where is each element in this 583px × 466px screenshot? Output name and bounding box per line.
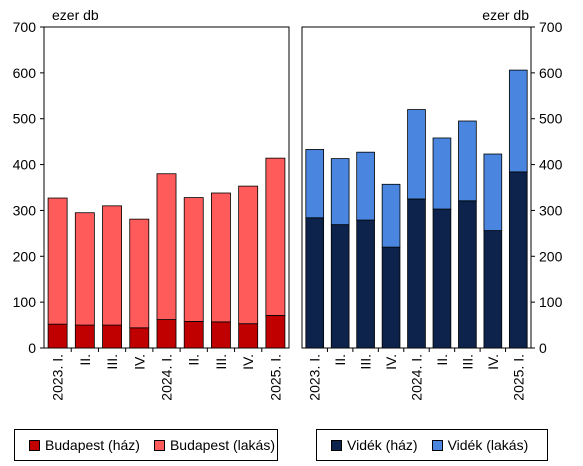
legend-swatch-videk-haz [331, 439, 342, 451]
legend-right: Vidék (ház) Vidék (lakás) [316, 429, 548, 461]
legend-item-budapest-haz: Budapest (ház) [29, 437, 140, 453]
legend-left: Budapest (ház) Budapest (lakás) [14, 429, 278, 461]
x-tick-label: IV. [240, 354, 256, 370]
legend-label: Vidék (lakás) [447, 437, 529, 453]
bar-haz [356, 219, 375, 349]
unit-label: ezer db [52, 7, 99, 23]
bar-haz [102, 324, 122, 349]
bar-lakas [330, 158, 350, 226]
x-tick-label: II. [434, 354, 450, 366]
bar-haz [238, 323, 259, 349]
x-tick-label: II. [77, 354, 93, 366]
bar-lakas [47, 197, 68, 325]
x-tick-label: 2023. I. [50, 354, 66, 401]
bar-haz [265, 315, 286, 349]
unit-label: ezer db [482, 7, 529, 23]
legend-label: Budapest (ház) [45, 437, 140, 453]
legend-label: Vidék (ház) [347, 437, 418, 453]
bar-lakas [74, 212, 95, 326]
x-tick-label: IV. [383, 354, 399, 370]
x-tick-label: IV. [485, 354, 501, 370]
x-tick-label: 2025. I. [267, 354, 283, 401]
bar-haz [211, 321, 231, 349]
bar-lakas [407, 109, 426, 200]
y-tick-label: 0 [539, 340, 547, 356]
x-tick-label: 2024. I. [159, 354, 175, 401]
x-tick-label: III. [213, 354, 229, 370]
bar-haz [305, 217, 325, 349]
legend-item-budapest-lakas: Budapest (lakás) [153, 437, 276, 453]
bar-haz [381, 246, 401, 349]
bar-haz [508, 171, 528, 349]
bar-lakas [508, 69, 528, 173]
y-tick-label: 0 [28, 340, 36, 356]
x-tick-label: 2024. I. [409, 354, 425, 401]
x-tick-label: IV. [131, 354, 147, 370]
y-tick-label: 500 [539, 111, 563, 127]
bar-haz [129, 327, 150, 349]
bar-lakas [458, 120, 477, 202]
y-tick-label: 300 [539, 202, 563, 218]
bar-lakas [183, 197, 204, 322]
y-tick-label: 500 [13, 111, 37, 127]
x-tick-label: 2025. I. [510, 354, 526, 401]
bar-lakas [305, 149, 325, 219]
y-tick-label: 700 [13, 19, 37, 35]
x-tick-label: III. [459, 354, 475, 370]
bar-haz [458, 200, 477, 349]
y-tick-label: 400 [539, 157, 563, 173]
bar-lakas [129, 218, 150, 329]
y-tick-label: 400 [13, 157, 37, 173]
x-tick-label: II. [186, 354, 202, 366]
bar-lakas [265, 157, 286, 316]
bar-lakas [238, 185, 259, 325]
y-tick-label: 700 [539, 19, 563, 35]
bar-haz [407, 198, 426, 349]
x-tick-label: II. [332, 354, 348, 366]
legend-swatch-videk-lakas [431, 439, 443, 451]
bar-lakas [102, 205, 122, 326]
y-tick-label: 100 [13, 294, 37, 310]
bar-haz [47, 323, 68, 349]
bar-haz [330, 224, 350, 349]
bar-haz [483, 230, 503, 349]
bar-haz [156, 319, 177, 349]
y-tick-label: 100 [539, 294, 563, 310]
bar-lakas [381, 183, 401, 248]
bar-haz [432, 208, 452, 349]
bar-haz [183, 321, 204, 349]
y-tick-label: 600 [13, 65, 37, 81]
x-tick-label: III. [358, 354, 374, 370]
bar-lakas [483, 153, 503, 232]
bar-haz [74, 324, 95, 349]
y-tick-label: 200 [539, 248, 563, 264]
y-tick-label: 200 [13, 248, 37, 264]
y-tick-label: 600 [539, 65, 563, 81]
legend-label: Budapest (lakás) [169, 437, 276, 453]
legend-swatch-budapest-lakas [153, 439, 165, 451]
bar-lakas [432, 137, 452, 210]
bar-lakas [156, 173, 177, 320]
bar-lakas [356, 151, 375, 221]
legend-swatch-budapest-haz [29, 439, 40, 451]
x-tick-label: 2023. I. [307, 354, 323, 401]
legend-item-videk-haz: Vidék (ház) [331, 437, 418, 453]
bar-lakas [211, 192, 231, 323]
x-tick-label: III. [104, 354, 120, 370]
legend-item-videk-lakas: Vidék (lakás) [431, 437, 529, 453]
y-tick-label: 300 [13, 202, 37, 218]
